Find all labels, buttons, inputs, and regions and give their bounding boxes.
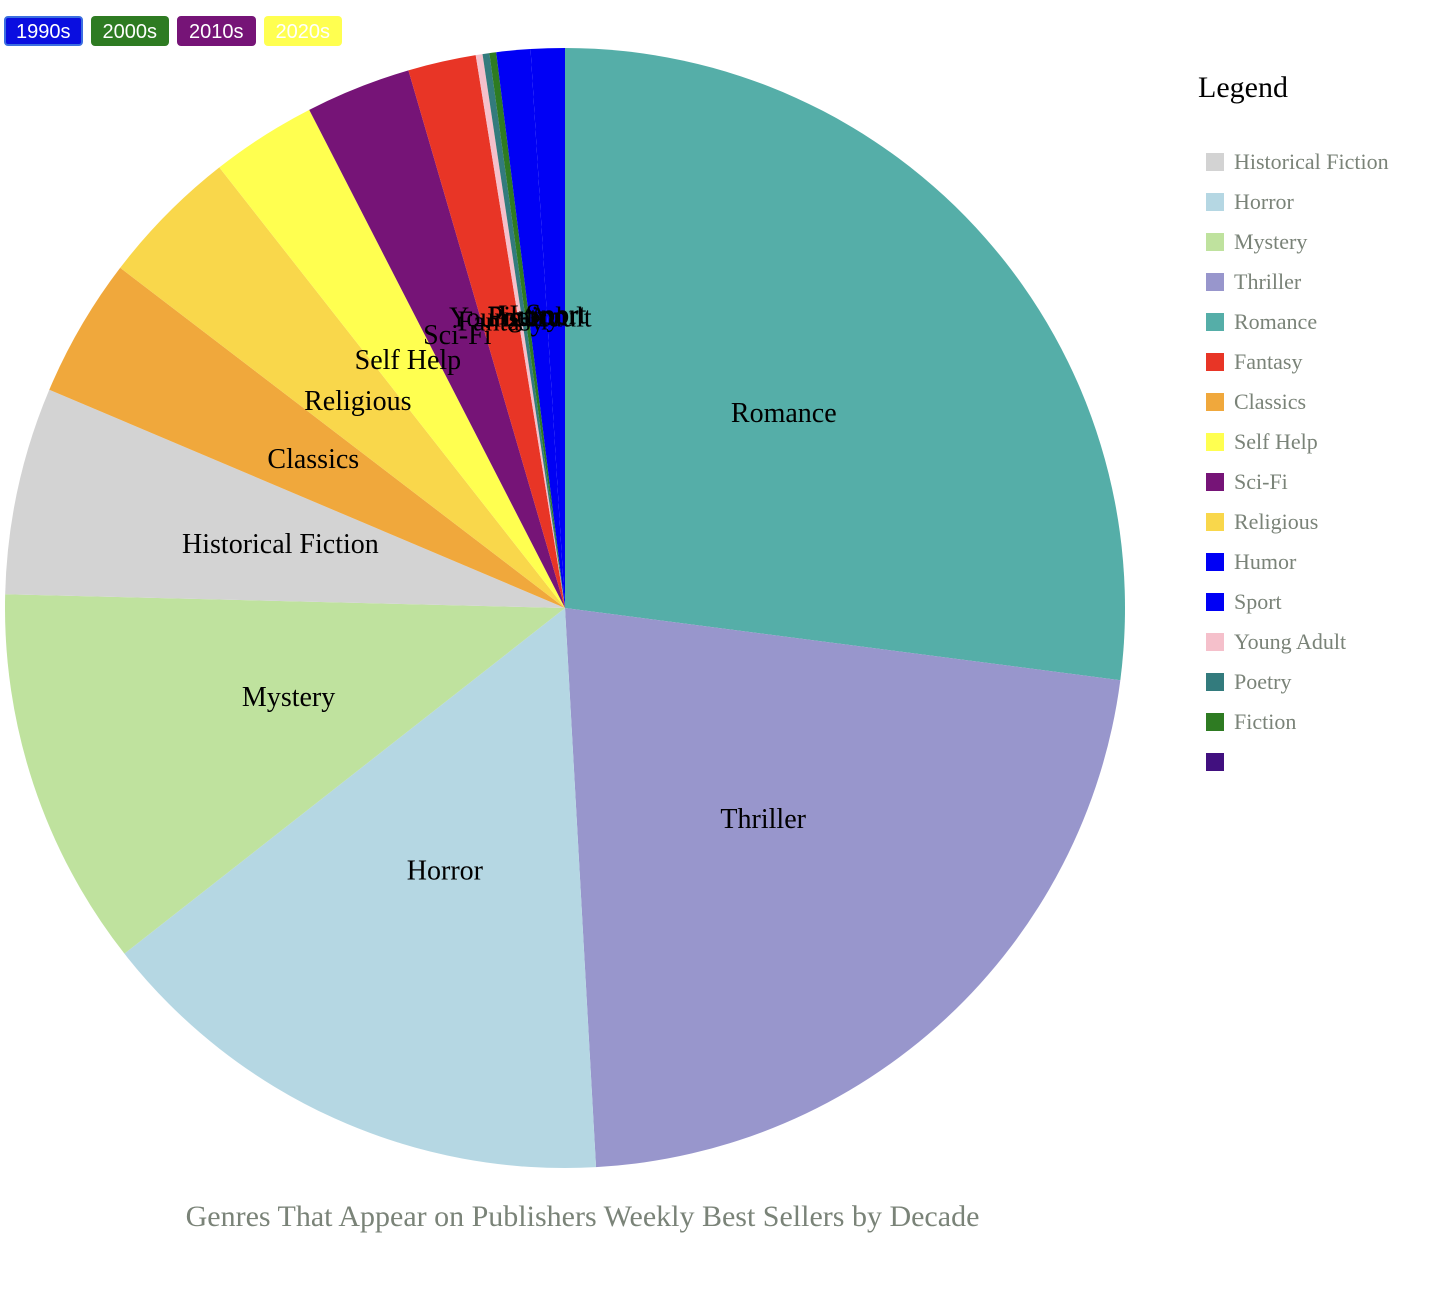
legend-swatch xyxy=(1206,753,1224,771)
pie-slice-young-adult xyxy=(475,54,565,609)
pie-label: Classics xyxy=(267,444,359,475)
legend-label: Young Adult xyxy=(1234,629,1347,654)
legend-item: Fiction xyxy=(1198,702,1389,742)
legend-item: Horror xyxy=(1198,182,1389,222)
pie-slice-self-help xyxy=(219,109,565,608)
legend-swatch xyxy=(1206,513,1224,531)
legend-label: Mystery xyxy=(1234,229,1308,254)
pie-slice-thriller xyxy=(565,608,1121,1168)
chart-caption: Genres That Appear on Publishers Weekly … xyxy=(185,1200,980,1233)
legend-label: Thriller xyxy=(1234,269,1302,294)
pie-slice-sci-fi xyxy=(309,70,565,608)
pie-label: Romance xyxy=(731,398,837,429)
pie-slice-religious xyxy=(120,167,565,609)
legend-label: Religious xyxy=(1234,509,1319,534)
legend-item: Classics xyxy=(1198,382,1389,422)
legend-label: Fiction xyxy=(1234,709,1297,734)
pie-label: Religious xyxy=(304,386,411,417)
legend-label: Poetry xyxy=(1234,669,1292,694)
pie-label: Horror xyxy=(407,856,484,887)
decade-button-2020s[interactable]: 2020s xyxy=(263,16,342,46)
legend-title: Legend xyxy=(1198,71,1288,104)
legend-item: Mystery xyxy=(1198,222,1389,262)
pie-label: Poetry xyxy=(487,302,560,333)
decade-button-2000s[interactable]: 2000s xyxy=(90,16,169,46)
legend-swatch xyxy=(1206,313,1224,331)
decade-button-1990s[interactable]: 1990s xyxy=(4,16,83,46)
pie-slice-classics xyxy=(49,267,566,608)
pie-label: Self Help xyxy=(355,345,462,376)
pie-slice-fiction xyxy=(489,52,565,609)
legend-item: Thriller xyxy=(1198,262,1389,302)
legend-swatch xyxy=(1206,233,1224,251)
pie-label: Fiction xyxy=(488,302,567,333)
legend-item: Sci-Fi xyxy=(1198,462,1389,502)
legend-item: Young Adult xyxy=(1198,622,1389,662)
genre-pie-chart: Romance Thriller Horror Mystery Historical F… xyxy=(4,48,1125,1169)
pie-slice-historical-fiction xyxy=(5,389,566,608)
legend-swatch xyxy=(1206,393,1224,411)
pie-label: Mystery xyxy=(242,682,335,713)
legend-item: Religious xyxy=(1198,502,1389,542)
decade-button-2010s[interactable]: 2010s xyxy=(177,16,256,46)
legend-items: Historical Fiction Horror Mystery Thriller R… xyxy=(1198,142,1389,782)
pie-label: Sport xyxy=(526,299,587,330)
pie-slice-sport xyxy=(530,48,565,608)
legend-swatch xyxy=(1206,433,1224,451)
pie-slice-horror xyxy=(124,608,597,1169)
legend-item: Fantasy xyxy=(1198,342,1389,382)
pie-labels: Romance Thriller Horror Mystery Historical F… xyxy=(182,299,837,886)
pie-slice-humor xyxy=(496,49,565,609)
legend-swatch xyxy=(1206,673,1224,691)
pie-label: Humor xyxy=(498,300,578,331)
legend-swatch xyxy=(1206,713,1224,731)
legend-swatch xyxy=(1206,273,1224,291)
pie-label: Sci-Fi xyxy=(423,320,492,351)
pie-label: Fantasy xyxy=(457,306,544,337)
pie-slice-romance xyxy=(565,48,1125,681)
pie-slice-mystery xyxy=(4,594,565,954)
legend-item: Sport xyxy=(1198,582,1389,622)
legend-swatch xyxy=(1206,633,1224,651)
pie-slices xyxy=(4,48,1125,1169)
legend-item: Poetry xyxy=(1198,662,1389,702)
legend-label: Romance xyxy=(1234,309,1318,334)
legend-label: Sport xyxy=(1234,589,1282,614)
decade-filter: 1990s 2000s 2010s 2020s xyxy=(4,16,342,46)
legend-swatch xyxy=(1206,353,1224,371)
legend-swatch xyxy=(1206,153,1224,171)
pie-label: Thriller xyxy=(720,804,806,835)
legend-label: Classics xyxy=(1234,389,1307,414)
legend-swatch xyxy=(1206,473,1224,491)
pie-slice-poetry xyxy=(482,53,565,608)
legend-item: Self Help xyxy=(1198,422,1389,462)
legend-label: Fantasy xyxy=(1234,349,1303,374)
pie-label: Young Adult xyxy=(449,303,592,334)
legend-item: Humor xyxy=(1198,542,1389,582)
legend-item: Romance xyxy=(1198,302,1389,342)
legend-label: Humor xyxy=(1234,549,1297,574)
legend-label: Sci-Fi xyxy=(1234,469,1288,494)
legend: Legend Historical Fiction Horror Mystery Th… xyxy=(1198,70,1389,782)
legend-swatch xyxy=(1206,193,1224,211)
legend-label: Self Help xyxy=(1234,429,1318,454)
pie-label: Historical Fiction xyxy=(182,529,379,560)
legend-label: Horror xyxy=(1234,189,1294,214)
pie-slice-fantasy xyxy=(408,55,565,609)
legend-label: Historical Fiction xyxy=(1234,149,1389,174)
legend-swatch xyxy=(1206,553,1224,571)
legend-swatch xyxy=(1206,593,1224,611)
legend-item xyxy=(1198,742,1389,782)
legend-item: Historical Fiction xyxy=(1198,142,1389,182)
